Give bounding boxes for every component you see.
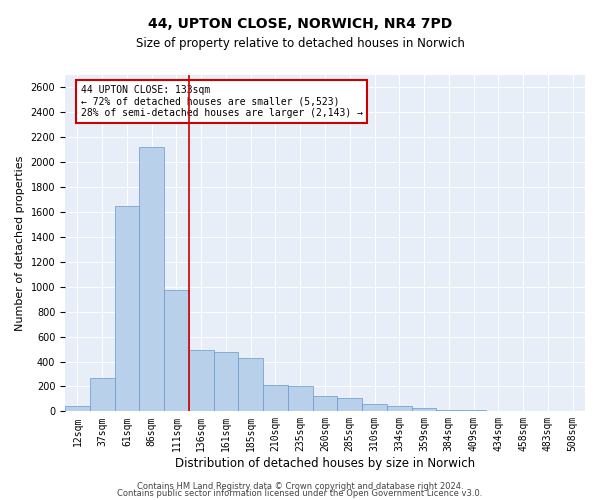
Bar xyxy=(115,206,139,412)
Text: Contains public sector information licensed under the Open Government Licence v3: Contains public sector information licen… xyxy=(118,490,482,498)
Bar xyxy=(461,410,486,412)
Bar xyxy=(90,378,115,412)
Bar xyxy=(486,410,511,412)
Bar xyxy=(412,408,436,412)
Bar xyxy=(189,350,214,412)
Text: 44, UPTON CLOSE, NORWICH, NR4 7PD: 44, UPTON CLOSE, NORWICH, NR4 7PD xyxy=(148,18,452,32)
Bar xyxy=(263,384,288,411)
Bar xyxy=(387,406,412,411)
Bar xyxy=(337,398,362,411)
Bar xyxy=(436,410,461,412)
Bar xyxy=(238,358,263,412)
Bar xyxy=(139,147,164,411)
Text: Contains HM Land Registry data © Crown copyright and database right 2024.: Contains HM Land Registry data © Crown c… xyxy=(137,482,463,491)
Bar xyxy=(164,290,189,412)
Bar xyxy=(65,406,90,411)
Text: 44 UPTON CLOSE: 133sqm
← 72% of detached houses are smaller (5,523)
28% of semi-: 44 UPTON CLOSE: 133sqm ← 72% of detached… xyxy=(80,85,362,118)
Y-axis label: Number of detached properties: Number of detached properties xyxy=(15,156,25,331)
Bar xyxy=(362,404,387,411)
Text: Size of property relative to detached houses in Norwich: Size of property relative to detached ho… xyxy=(136,38,464,51)
X-axis label: Distribution of detached houses by size in Norwich: Distribution of detached houses by size … xyxy=(175,457,475,470)
Bar xyxy=(288,386,313,411)
Bar xyxy=(214,352,238,412)
Bar xyxy=(313,396,337,411)
